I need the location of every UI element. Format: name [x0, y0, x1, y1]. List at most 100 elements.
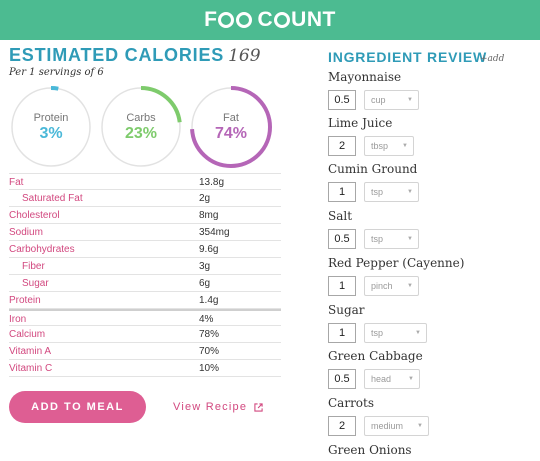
- nutrient-row-calcium: Calcium 78%: [9, 326, 281, 343]
- ingredient-item: Green Cabbage 0.5 head ▼: [328, 349, 528, 393]
- view-recipe-label: View Recipe: [173, 401, 248, 413]
- nutrient-value: 10%: [199, 363, 220, 374]
- food-count-logo[interactable]: FD CCUNT: [204, 8, 336, 32]
- nutrient-row-protein: Protein 1.4g: [9, 292, 281, 309]
- unit-value: cup: [371, 95, 386, 105]
- nutrient-name: Fiber: [22, 261, 45, 272]
- fat-ring-graphic: [190, 86, 272, 168]
- unit-select[interactable]: cup ▼: [364, 90, 419, 110]
- calories-value: 169: [228, 46, 261, 66]
- quantity-input[interactable]: 1: [328, 276, 356, 296]
- nutrient-row-vitamin-c: Vitamin C 10%: [9, 360, 281, 377]
- nutrient-value: 8mg: [199, 210, 219, 221]
- nutrient-name: Protein: [9, 295, 41, 306]
- logo-text-c: C: [257, 8, 274, 31]
- unit-select[interactable]: tbsp ▼: [364, 136, 414, 156]
- nutrient-name: Saturated Fat: [22, 193, 83, 204]
- ingredient-item: Red Pepper (Cayenne) 1 pinch ▼: [328, 256, 528, 300]
- nutrient-name: Sodium: [9, 227, 43, 238]
- nutrient-value: 9.6g: [199, 244, 219, 255]
- unit-select[interactable]: tsp ▼: [364, 182, 419, 202]
- servings-note: Per 1 servings of 6: [9, 67, 104, 78]
- logo-ring-icon: [236, 12, 253, 28]
- nutrient-name: Vitamin C: [9, 363, 53, 374]
- external-link-icon: [254, 402, 263, 412]
- ingredient-item: Mayonnaise 0.5 cup ▼: [328, 70, 528, 114]
- nutrient-row-sugar: Sugar 6g: [9, 275, 281, 292]
- quantity-input[interactable]: 2: [328, 136, 356, 156]
- chevron-down-icon: ▼: [402, 143, 408, 149]
- nutrient-name: Vitamin A: [9, 346, 52, 357]
- nutrient-row-fat: Fat 13.8g: [9, 173, 281, 190]
- protein-ring: Protein 3%: [10, 86, 92, 168]
- estimated-calories-heading: ESTIMATED CALORIES 169: [9, 45, 261, 66]
- ingredient-name: Cumin Ground: [328, 162, 418, 176]
- chevron-down-icon: ▼: [407, 283, 413, 289]
- unit-select[interactable]: head ▼: [364, 369, 420, 389]
- fat-ring: Fat 74%: [190, 86, 272, 168]
- logo-text-start: F: [204, 8, 218, 31]
- carbs-ring: Carbs 23%: [100, 86, 182, 168]
- nutrient-row-saturated-fat: Saturated Fat 2g: [9, 190, 281, 207]
- nutrient-value: 6g: [199, 278, 211, 289]
- logo-ring-icon: [218, 12, 235, 28]
- quantity-input[interactable]: 0.5: [328, 90, 356, 110]
- ingredient-item: Lime Juice 2 tbsp ▼: [328, 116, 528, 160]
- nutrient-value: 354mg: [199, 227, 230, 238]
- nutrient-row-fiber: Fiber 3g: [9, 258, 281, 275]
- unit-select[interactable]: tsp ▼: [364, 229, 419, 249]
- quantity-input[interactable]: 0.5: [328, 229, 356, 249]
- ingredient-item: Carrots 2 medium ▼: [328, 396, 528, 440]
- ingredient-name: Green Onions: [328, 443, 412, 457]
- nutrition-table: Fat 13.8g Saturated Fat 2g Cholesterol 8…: [9, 173, 281, 377]
- unit-value: medium: [371, 421, 404, 431]
- quantity-input[interactable]: 2: [328, 416, 356, 436]
- fat-label: Fat: [223, 112, 239, 124]
- nutrient-row-sodium: Sodium 354mg: [9, 224, 281, 241]
- ingredient-name: Mayonnaise: [328, 70, 402, 84]
- chevron-down-icon: ▼: [407, 189, 413, 195]
- ingredient-item: Sugar 1 tsp ▼: [328, 303, 528, 347]
- chevron-down-icon: ▼: [408, 376, 414, 382]
- nutrient-name: Cholesterol: [9, 210, 60, 221]
- nutrient-name: Sugar: [22, 278, 49, 289]
- unit-value: pinch: [371, 281, 393, 291]
- chevron-down-icon: ▼: [407, 236, 413, 242]
- nutrient-row-vitamin-a: Vitamin A 70%: [9, 343, 281, 360]
- unit-value: tsp: [371, 328, 384, 338]
- quantity-input[interactable]: 1: [328, 182, 356, 202]
- unit-select[interactable]: medium ▼: [364, 416, 429, 436]
- unit-select[interactable]: tsp ▼: [364, 323, 427, 343]
- ingredient-item: Cumin Ground 1 tsp ▼: [328, 162, 528, 206]
- ingredient-name: Green Cabbage: [328, 349, 423, 363]
- nutrient-row-iron: Iron 4%: [9, 309, 281, 326]
- nutrient-name: Iron: [9, 314, 27, 325]
- nutrient-value: 78%: [199, 329, 220, 340]
- ingredient-review-heading: INGREDIENT REVIEW: [328, 49, 488, 65]
- carbs-ring-graphic: [100, 86, 182, 168]
- nutrient-value: 4%: [199, 314, 214, 325]
- nutrient-name: Calcium: [9, 329, 46, 340]
- unit-value: tsp: [371, 187, 384, 197]
- fat-percent: 74%: [214, 125, 248, 142]
- protein-label: Protein: [33, 112, 69, 124]
- unit-select[interactable]: pinch ▼: [364, 276, 419, 296]
- nutrient-name: Fat: [9, 177, 24, 188]
- ingredient-name: Carrots: [328, 396, 375, 410]
- calories-title: ESTIMATED CALORIES: [9, 45, 225, 65]
- unit-value: head: [371, 374, 392, 384]
- nutrient-value: 1.4g: [199, 295, 219, 306]
- chevron-down-icon: ▼: [407, 97, 413, 103]
- nutrient-value: 13.8g: [199, 177, 225, 188]
- add-ingredient-link[interactable]: +add: [480, 54, 505, 64]
- unit-value: tbsp: [371, 141, 389, 151]
- quantity-input[interactable]: 0.5: [328, 369, 356, 389]
- quantity-input[interactable]: 1: [328, 323, 356, 343]
- carbs-percent: 23%: [124, 125, 158, 142]
- nutrient-value: 2g: [199, 193, 211, 204]
- ingredient-name: Red Pepper (Cayenne): [328, 256, 465, 270]
- nutrient-row-carbohydrates: Carbohydrates 9.6g: [9, 241, 281, 258]
- add-to-meal-button[interactable]: ADD TO MEAL: [9, 391, 146, 423]
- view-recipe-link[interactable]: View Recipe: [173, 401, 263, 413]
- nutrient-row-cholesterol: Cholesterol 8mg: [9, 207, 281, 224]
